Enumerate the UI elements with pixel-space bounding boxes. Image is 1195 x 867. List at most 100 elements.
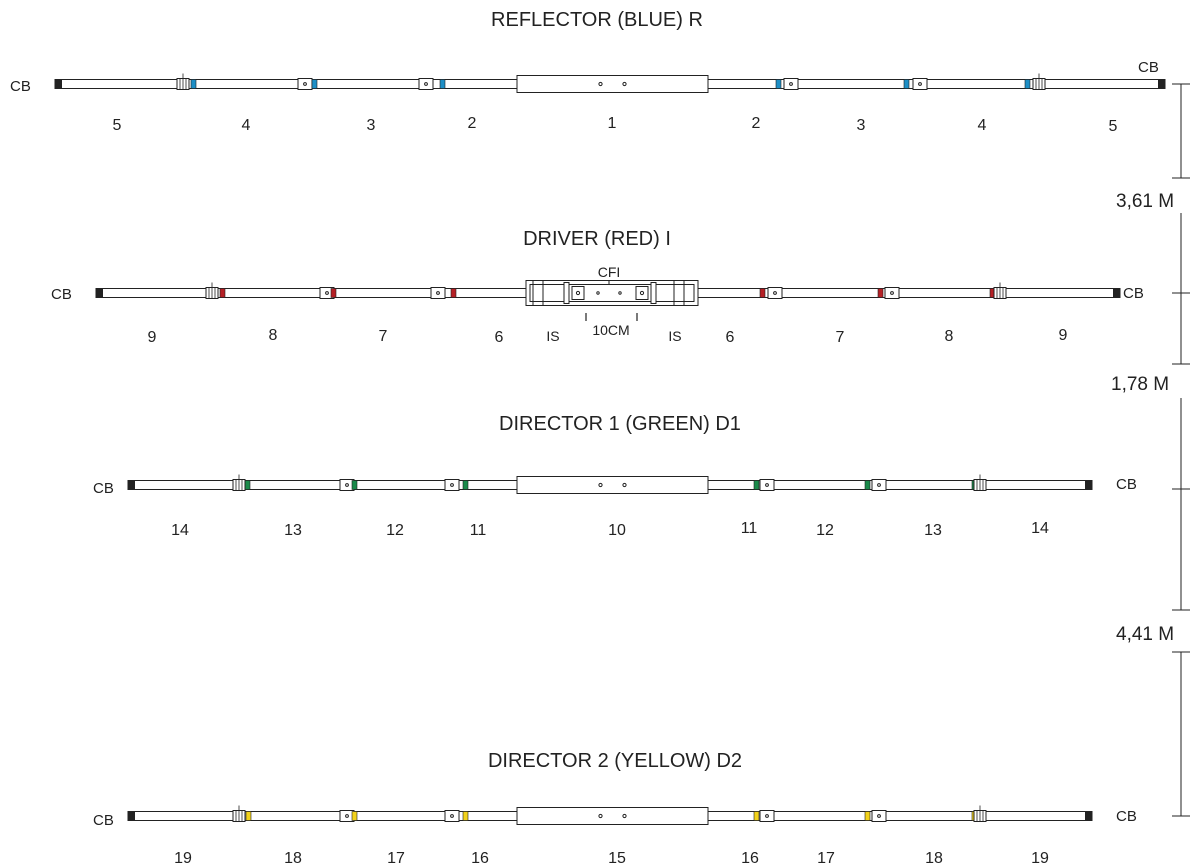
end-cap-left	[128, 811, 135, 821]
bolt-hole	[325, 291, 329, 295]
bolt-hole	[618, 291, 622, 295]
end-cap-left	[96, 288, 103, 298]
segment-number: 10	[608, 522, 626, 539]
director1-element	[127, 474, 1093, 494]
segment-number: 19	[1031, 850, 1049, 867]
end-cap-left	[55, 79, 62, 89]
driver-element	[95, 280, 1121, 321]
segment-number: 9	[148, 329, 157, 346]
segment-number: 6	[726, 329, 735, 346]
center-section	[516, 476, 709, 494]
driver-cb-left: CB	[51, 286, 72, 303]
bolt-hole	[596, 291, 600, 295]
director2-title: DIRECTOR 2 (YELLOW) D2	[488, 750, 742, 772]
color-band	[753, 480, 760, 490]
joint-sleeve	[884, 287, 900, 299]
joint-sleeve	[871, 810, 887, 822]
joint-sleeve	[297, 78, 313, 90]
bolt-hole	[765, 483, 769, 487]
gap-label: 10CM	[592, 322, 629, 338]
segment-number: 11	[741, 520, 758, 537]
joint-sleeve	[767, 287, 783, 299]
color-band	[864, 811, 871, 821]
center-section	[516, 807, 709, 825]
driver-center-label: CFI	[598, 264, 621, 280]
segment-number: 9	[1059, 327, 1068, 344]
spacing-driver-director1: 1,78 M	[1111, 374, 1169, 395]
bolt-hole	[622, 813, 627, 819]
segment-number: 17	[387, 850, 405, 867]
end-cap-right	[1158, 79, 1165, 89]
reflector-element	[54, 73, 1166, 93]
bolt-hole	[789, 82, 793, 86]
feed-inner	[529, 284, 695, 302]
segment-number: 8	[945, 328, 954, 345]
director1-cb-left: CB	[93, 480, 114, 497]
color-band	[450, 288, 457, 298]
color-band	[244, 480, 251, 490]
color-band	[1024, 79, 1031, 89]
segment-number: 6	[495, 329, 504, 346]
color-band	[351, 811, 358, 821]
segment-number: 12	[816, 522, 834, 539]
is-label-left: IS	[546, 328, 559, 344]
segment-number: 5	[113, 117, 122, 134]
segment-number: 13	[924, 522, 942, 539]
bolt-hole	[598, 81, 603, 87]
color-band	[775, 79, 782, 89]
bolt-hole	[877, 814, 881, 818]
feed-terminal	[635, 286, 649, 300]
color-band	[245, 811, 252, 821]
bolt-hole	[773, 291, 777, 295]
segment-number: 7	[836, 329, 845, 346]
segment-number: 19	[174, 850, 192, 867]
bolt-hole	[622, 482, 627, 488]
bolt-hole	[598, 813, 603, 819]
color-band	[439, 79, 446, 89]
color-band	[330, 288, 337, 298]
segment-number: 17	[817, 850, 835, 867]
segment-number: 18	[925, 850, 943, 867]
joint-sleeve	[444, 479, 460, 491]
driver-title: DRIVER (RED) I	[523, 228, 671, 250]
segment-number: 12	[386, 522, 404, 539]
joint-sleeve	[418, 78, 434, 90]
spacing-director1-director2: 4,41 M	[1116, 624, 1174, 645]
color-band	[753, 811, 760, 821]
color-band	[864, 480, 871, 490]
color-band	[462, 811, 469, 821]
bolt-hole	[450, 483, 454, 487]
color-band	[759, 288, 766, 298]
director2-element	[127, 805, 1093, 825]
segment-number: 18	[284, 850, 302, 867]
bolt-hole	[436, 291, 440, 295]
reflector-title: REFLECTOR (BLUE) R	[491, 9, 703, 31]
director2-cb-left: CB	[93, 812, 114, 829]
bolt-hole	[575, 290, 581, 296]
end-cap-left	[128, 480, 135, 490]
joint-sleeve	[871, 479, 887, 491]
segment-number: 15	[608, 850, 626, 867]
color-band	[219, 288, 226, 298]
segment-number: 16	[741, 850, 759, 867]
director1-cb-right: CB	[1116, 476, 1137, 493]
reflector-cb-right: CB	[1138, 59, 1159, 76]
segment-number: 7	[379, 328, 388, 345]
segment-number: 3	[857, 117, 866, 134]
bolt-hole	[598, 482, 603, 488]
segment-number: 11	[470, 522, 487, 539]
bolt-hole	[639, 290, 645, 296]
segment-number: 13	[284, 522, 302, 539]
bolt-hole	[622, 81, 627, 87]
color-band	[311, 79, 318, 89]
joint-sleeve	[444, 810, 460, 822]
director2-cb-right: CB	[1116, 808, 1137, 825]
segment-number: 1	[608, 115, 617, 132]
bolt-hole	[303, 82, 307, 86]
segment-number: 8	[269, 327, 278, 344]
reflector-cb-left: CB	[10, 78, 31, 95]
center-section	[516, 75, 709, 93]
segment-number: 3	[367, 117, 376, 134]
joint-sleeve	[430, 287, 446, 299]
